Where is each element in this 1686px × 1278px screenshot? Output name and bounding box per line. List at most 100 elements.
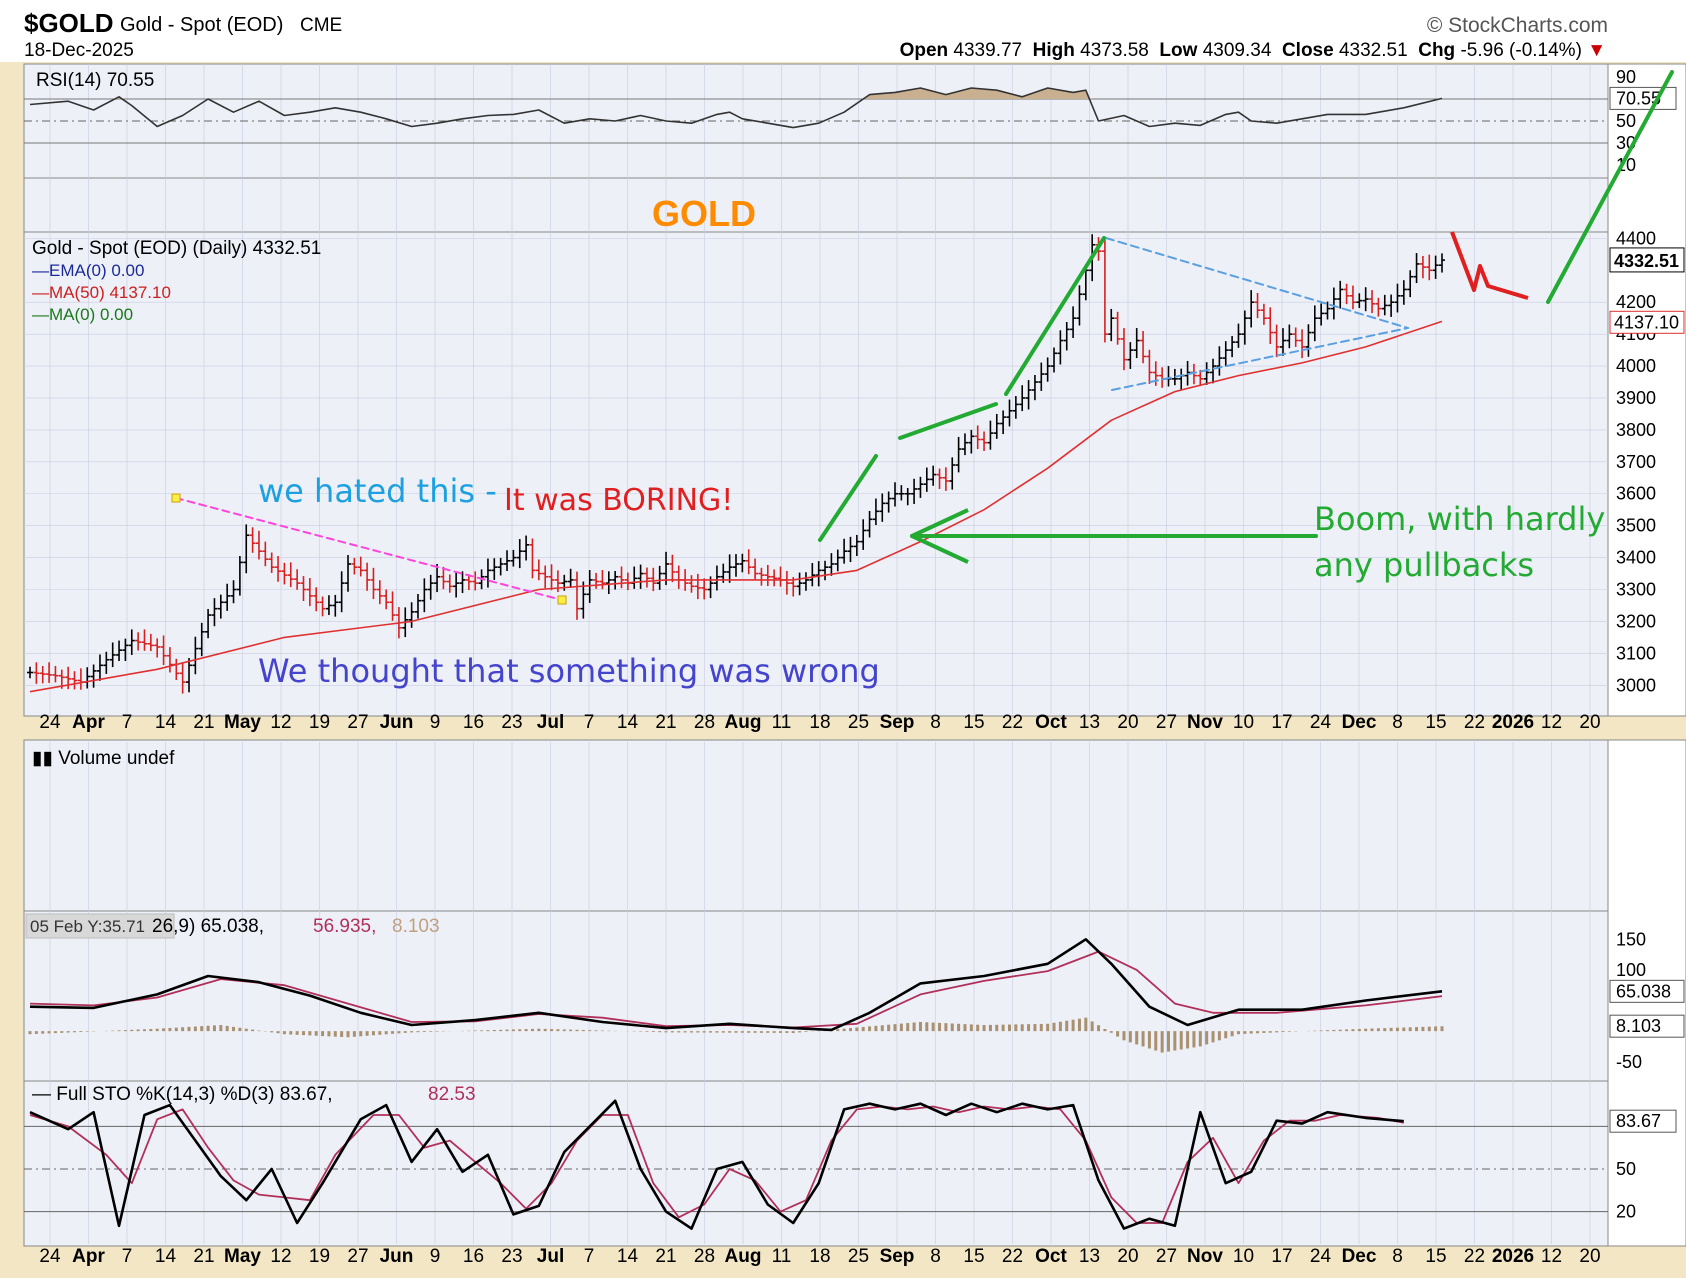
x-tick-label: Nov: [1187, 712, 1223, 733]
header-bar: [0, 0, 1686, 62]
last-price-tag-text: 4332.51: [1614, 251, 1679, 271]
x-tick-label: 22: [1464, 712, 1485, 733]
gold-title: GOLD: [652, 193, 756, 234]
macd-y-tick: 65.038: [1616, 981, 1671, 1001]
price-y-tick: 3300: [1616, 580, 1656, 600]
price-y-tick: 4200: [1616, 292, 1656, 312]
x-tick-label: 25: [848, 712, 869, 733]
x-tick-label: 25: [848, 1246, 869, 1267]
x-tick-label: Jul: [537, 1246, 564, 1267]
x-tick-label: 10: [1233, 1246, 1254, 1267]
x-tick-label: 18: [809, 1246, 830, 1267]
price-y-tick: 3700: [1616, 452, 1656, 472]
x-tick-label: 24: [1310, 1246, 1332, 1267]
x-tick-label: 24: [39, 712, 61, 733]
trendline-handle: [171, 493, 181, 503]
sto-value-tag: [1609, 1109, 1677, 1133]
x-tick-label: 19: [309, 1246, 330, 1267]
x-tick-label: 7: [584, 1246, 595, 1267]
x-tick-label: 28: [694, 712, 715, 733]
x-tick-label: 15: [963, 1246, 984, 1267]
x-tick-label: Apr: [72, 712, 105, 733]
macd-y-tick: 150: [1616, 929, 1646, 949]
x-tick-label: 21: [655, 712, 676, 733]
x-tick-label: 27: [1156, 712, 1177, 733]
red-projection: [1450, 231, 1529, 300]
chg-value: -5.96 (-0.14%): [1460, 40, 1582, 61]
green-trendline-1: [818, 454, 878, 542]
x-tick-label: 23: [501, 1246, 522, 1267]
x-tick-label: 18: [809, 712, 830, 733]
x-tick-label: 12: [1541, 1246, 1562, 1267]
x-tick-label: Jun: [380, 1246, 414, 1267]
blue-lower-trendline: [1111, 327, 1409, 391]
x-tick-label: 14: [155, 712, 177, 733]
x-tick-label: 7: [122, 712, 133, 733]
sto-k-line: [29, 1099, 1404, 1230]
volume-label: ▮▮ Volume undef: [32, 748, 175, 769]
high-value: 4373.58: [1080, 40, 1149, 61]
price-y-tick: 3100: [1616, 643, 1656, 663]
price-y-tick: 3900: [1616, 388, 1656, 408]
x-tick-label: 9: [430, 712, 441, 733]
x-tick-label: 16: [463, 712, 484, 733]
annotation-boom-2: any pullbacks: [1314, 546, 1534, 584]
annotation-boring: It was BORING!: [504, 483, 733, 518]
x-tick-label: Aug: [725, 1246, 762, 1267]
x-tick-label: 22: [1464, 1246, 1485, 1267]
x-tick-label: 17: [1271, 1246, 1292, 1267]
x-tick-label: 7: [122, 1246, 133, 1267]
x-tick-label: 10: [1233, 712, 1254, 733]
green-arrow-head: [910, 508, 969, 564]
green-trendline-2: [898, 402, 998, 440]
macd-label: 26,9) 65.038,: [152, 916, 264, 937]
macd-hist-label: 8.103: [392, 916, 440, 937]
x-tick-label: Nov: [1187, 1246, 1223, 1267]
x-tick-label: 14: [155, 1246, 177, 1267]
close-value: 4332.51: [1338, 40, 1408, 61]
x-tick-label: 12: [270, 712, 291, 733]
macd-value-tag: [1609, 1014, 1685, 1038]
x-tick-label: 14: [617, 1246, 639, 1267]
x-tick-label: Oct: [1035, 712, 1067, 733]
x-tick-label: 22: [1002, 1246, 1023, 1267]
x-tick-label: 11: [772, 712, 792, 733]
price-y-tick: 3800: [1616, 420, 1656, 440]
x-tick-label: 23: [501, 712, 522, 733]
annotation-hated: we hated this -: [258, 472, 497, 510]
sto-y-tick: 50: [1616, 1159, 1636, 1179]
x-tick-label: 19: [309, 712, 330, 733]
price-y-tick: 4400: [1616, 228, 1656, 248]
price-y-tick: 3200: [1616, 611, 1656, 631]
sto-d-line: [29, 1105, 1404, 1224]
x-tick-label: 16: [463, 1246, 484, 1267]
macd-value-tag: [1609, 979, 1685, 1003]
x-tick-label: Sep: [880, 712, 915, 733]
rsi-y-tick: 70.55: [1616, 88, 1661, 108]
brand: © StockCharts.com: [1426, 14, 1608, 37]
x-tick-label: Aug: [725, 712, 762, 733]
sto-y-tick: 83.67: [1616, 1111, 1661, 1131]
x-tick-label: 2026: [1492, 712, 1534, 733]
x-tick-label: 21: [655, 1246, 676, 1267]
open-label: Open: [899, 40, 949, 61]
macd-cursor-box: [25, 913, 175, 939]
macd-y-tick: -50: [1616, 1052, 1642, 1072]
x-tick-label: 13: [1079, 1246, 1100, 1267]
x-tick-label: 13: [1079, 712, 1100, 733]
x-tick-label: Dec: [1342, 1246, 1377, 1267]
low-value: 4309.34: [1202, 40, 1272, 61]
x-tick-label: 12: [270, 1246, 291, 1267]
pink-trendline: [175, 497, 563, 601]
x-tick-label: Dec: [1342, 712, 1377, 733]
rsi-y-tick: 50: [1616, 111, 1636, 131]
x-tick-label: Jun: [380, 712, 414, 733]
x-tick-label: 8: [1392, 1246, 1403, 1267]
upper-axis-bg: [1607, 63, 1686, 717]
x-tick-label: 11: [772, 1246, 792, 1267]
x-tick-label: 15: [1425, 1246, 1446, 1267]
instrument-name: Gold - Spot (EOD): [120, 14, 284, 36]
last-price-tag: [1609, 247, 1685, 273]
green-trendline-projection: [1546, 70, 1674, 304]
